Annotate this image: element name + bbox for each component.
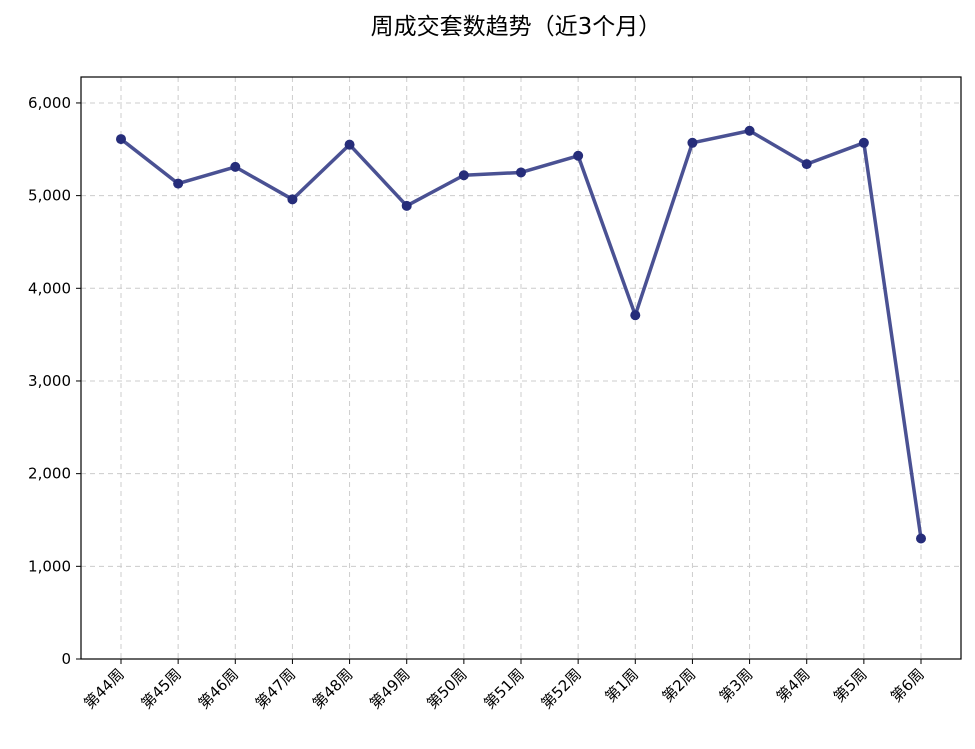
y-tick-label: 5,000 [28,187,71,205]
y-tick-label: 3,000 [28,372,71,390]
data-point [630,310,641,321]
data-point [858,137,869,148]
data-point [458,170,469,181]
data-point [116,134,126,145]
x-tick-label: 第51周 [480,665,527,712]
series-layer [116,125,926,544]
data-point [573,150,584,161]
x-tick-label: 第48周 [309,665,356,712]
data-point [230,161,241,172]
data-point [516,167,526,178]
y-tick-label: 6,000 [28,94,71,112]
x-tick-label: 第47周 [252,665,299,712]
data-point [173,178,184,189]
y-tick-label: 0 [61,650,71,668]
plot-area-frame [80,76,962,660]
x-tick-label: 第2周 [659,665,700,706]
data-point [744,125,755,136]
y-tick-label: 2,000 [28,465,71,483]
x-tick-label: 第3周 [716,665,757,706]
x-tick-label: 第1周 [601,665,642,706]
x-tick-label: 第6周 [887,665,928,706]
x-tick-label: 第46周 [195,665,242,712]
data-point [801,159,812,170]
y-tick-label: 4,000 [28,279,71,297]
x-tick-label: 第44周 [80,665,127,712]
x-tick-label: 第50周 [423,665,470,712]
grid [81,77,961,660]
x-tick-label: 第5周 [830,665,871,706]
x-tick-label: 第45周 [138,665,185,712]
x-tick-label: 第52周 [538,665,585,712]
chart-title: 周成交套数趋势（近3个月） [371,14,662,40]
y-tick-label: 1,000 [28,557,71,575]
data-point [687,137,698,148]
x-tick-label: 第49周 [366,665,413,712]
data-point [401,200,412,211]
axes: 01,0002,0003,0004,0005,0006,000第44周 第45周第… [28,94,928,713]
x-tick-label: 第4周 [773,665,814,706]
data-point [287,194,298,205]
data-point [344,139,355,150]
data-point [916,533,926,544]
